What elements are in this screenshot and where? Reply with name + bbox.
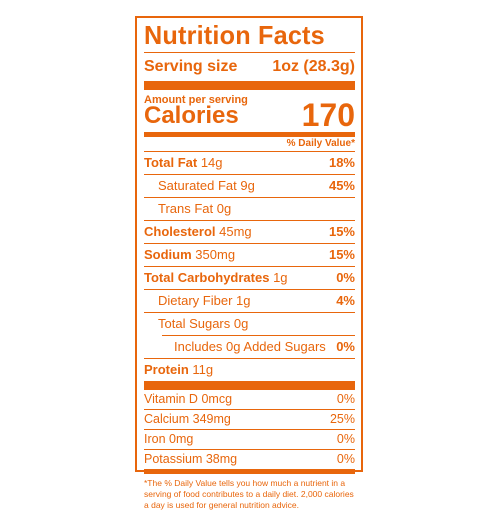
nutrient-name: Trans Fat [158, 201, 214, 216]
nutrient-amount: 0g [233, 316, 249, 331]
thick-divider [144, 81, 355, 90]
medium-divider [144, 469, 355, 474]
nutrient-row-trans-fat: Trans Fat 0g [144, 197, 355, 220]
serving-size-value: 1oz (28.3g) [272, 58, 355, 75]
nutrient-amount: 1g [273, 270, 288, 285]
daily-value-header: % Daily Value* [286, 138, 355, 149]
nutrient-row-added-sugars: Includes 0g Added Sugars 0% [144, 336, 355, 358]
vitamin-row-potassium: Potassium 38mg 0% [144, 449, 355, 469]
sub-divider [162, 335, 355, 336]
nutrient-row-total-sugars: Total Sugars 0g [144, 312, 355, 335]
nutrient-amount: 0g [216, 201, 232, 216]
calories-row: Calories 170 [144, 97, 355, 133]
serving-size-label: Serving size [144, 58, 238, 75]
vitamin-dv: 0% [336, 392, 355, 406]
nutrient-amount: 1g [236, 293, 251, 308]
nutrient-dv: 15% [328, 224, 355, 239]
nutrient-row-protein: Protein 11g [144, 358, 355, 381]
nutrient-name: Total Fat [144, 155, 198, 170]
nutrient-amount: 11g [192, 362, 214, 377]
nutrient-amount: 0g Added Sugars [226, 339, 326, 354]
nutrient-row-cholesterol: Cholesterol 45mg 15% [144, 220, 355, 243]
vitamin-amount: 38mg [205, 452, 238, 466]
nutrient-name: Saturated Fat [158, 178, 237, 193]
nutrient-name: Dietary Fiber [158, 293, 233, 308]
nutrition-facts-title: Nutrition Facts [144, 20, 325, 50]
vitamin-amount: 349mg [192, 412, 231, 426]
nutrient-amount: 9g [240, 178, 255, 193]
nutrient-dv: 15% [328, 247, 355, 262]
daily-value-footnote: *The % Daily Value tells you how much a … [144, 478, 354, 510]
nutrient-amount: 45mg [219, 224, 252, 239]
nutrient-name: Cholesterol [144, 224, 216, 239]
vitamin-row-vitamin-d: Vitamin D 0mcg 0% [144, 390, 355, 409]
nutrient-amount: 14g [200, 155, 223, 170]
vitamin-dv: 0% [336, 432, 355, 446]
calories-value: 170 [301, 97, 355, 133]
nutrient-name: Total Carbohydrates [144, 270, 270, 285]
nutrient-name: Total Sugars [158, 316, 231, 331]
nutrient-row-sodium: Sodium 350mg 15% [144, 243, 355, 266]
vitamin-name: Calcium [144, 412, 190, 426]
nutrient-name: Includes [174, 339, 223, 354]
nutrient-name: Protein [144, 362, 189, 377]
calories-label: Calories [144, 102, 239, 129]
thick-divider [144, 381, 355, 390]
nutrition-facts-panel: Nutrition Facts Serving size 1oz (28.3g)… [135, 16, 363, 510]
vitamin-row-iron: Iron 0mg 0% [144, 429, 355, 449]
vitamin-amount: 0mcg [201, 392, 233, 406]
nutrient-dv: 0% [336, 339, 355, 354]
divider [144, 52, 355, 53]
nutrient-row-saturated-fat: Saturated Fat 9g 45% [144, 174, 355, 197]
serving-size-row: Serving size 1oz (28.3g) [144, 53, 355, 81]
vitamin-name: Vitamin D [144, 392, 198, 406]
amount-per-serving: Amount per serving [144, 94, 248, 106]
nutrient-name: Sodium [144, 247, 192, 262]
vitamin-dv: 0% [336, 452, 355, 466]
nutrient-dv: 4% [336, 293, 355, 308]
vitamin-name: Potassium [144, 452, 203, 466]
vitamin-name: Iron [144, 432, 166, 446]
nutrient-dv: 18% [328, 155, 355, 170]
vitamin-amount: 0mg [169, 432, 194, 446]
vitamin-row-calcium: Calcium 349mg 25% [144, 409, 355, 429]
vitamin-dv: 25% [329, 412, 355, 426]
nutrient-dv: 0% [336, 270, 355, 285]
medium-divider [144, 132, 355, 137]
nutrient-dv: 45% [328, 178, 355, 193]
nutrient-amount: 350mg [195, 247, 236, 262]
nutrient-row-total-carbohydrates: Total Carbohydrates 1g 0% [144, 266, 355, 289]
nutrient-row-dietary-fiber: Dietary Fiber 1g 4% [144, 289, 355, 312]
nutrient-row-total-fat: Total Fat 14g 18% [144, 151, 355, 174]
